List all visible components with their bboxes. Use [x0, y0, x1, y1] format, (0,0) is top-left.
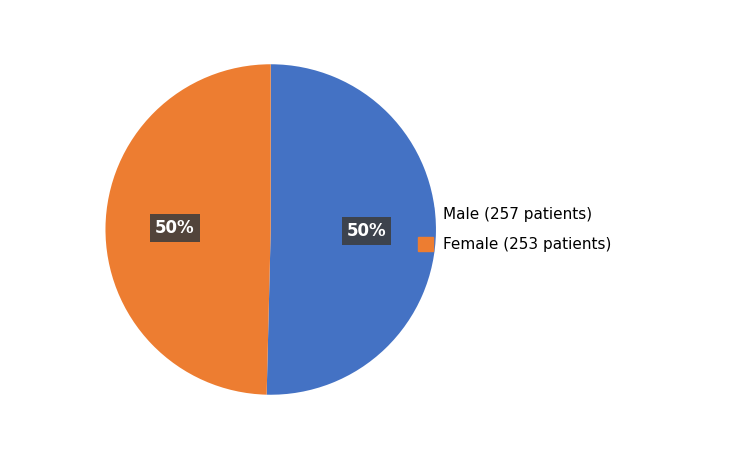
Text: 50%: 50%: [347, 222, 387, 240]
Text: 50%: 50%: [155, 219, 195, 237]
Wedge shape: [267, 64, 436, 395]
Wedge shape: [105, 64, 271, 395]
Legend: Male (257 patients), Female (253 patients): Male (257 patients), Female (253 patient…: [411, 199, 619, 260]
